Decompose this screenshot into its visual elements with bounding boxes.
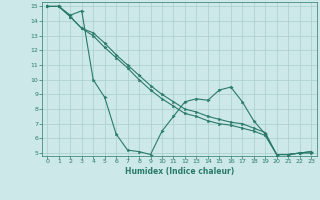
X-axis label: Humidex (Indice chaleur): Humidex (Indice chaleur) (124, 167, 234, 176)
